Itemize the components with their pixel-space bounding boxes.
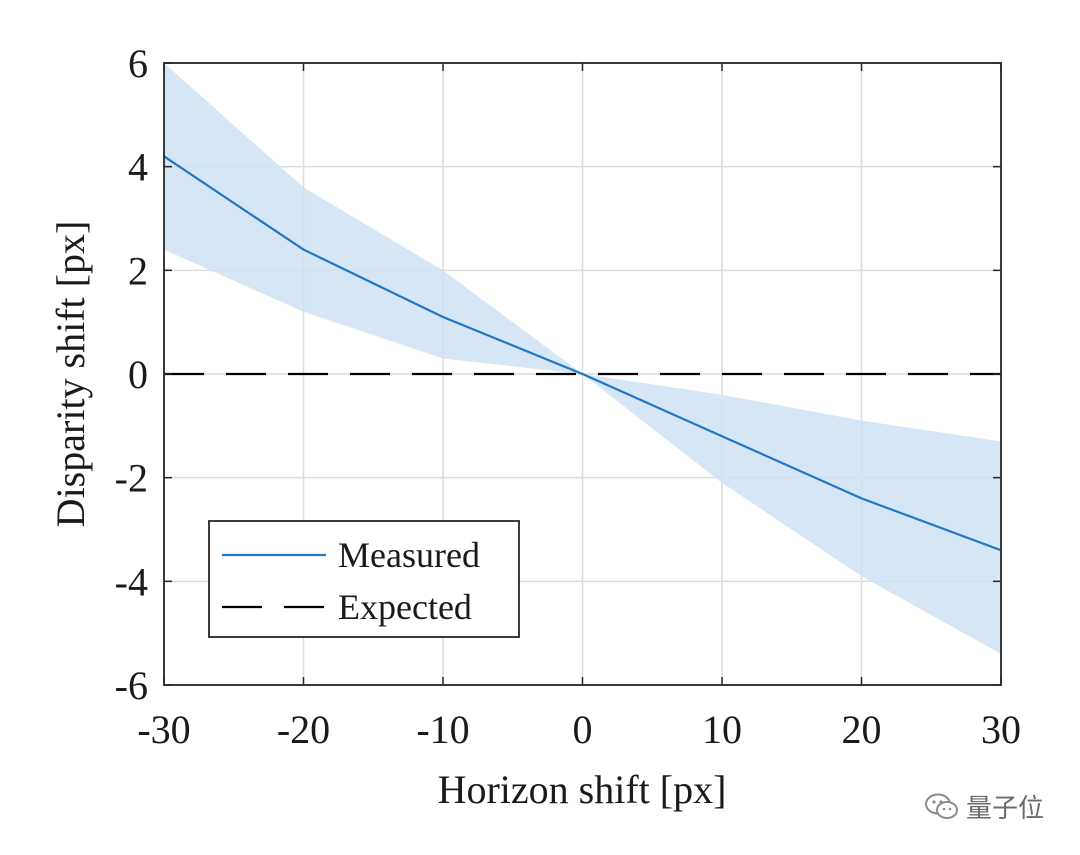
ticks xyxy=(163,62,1002,686)
x-tick-label: -10 xyxy=(416,707,469,752)
measured-confidence-band xyxy=(164,63,1001,654)
y-tick-label: -4 xyxy=(115,559,148,604)
x-tick-label: 30 xyxy=(981,707,1021,752)
x-axis-label: Horizon shift [px] xyxy=(438,767,727,812)
y-tick-label: 4 xyxy=(128,145,148,190)
y-tick-label: 0 xyxy=(128,352,148,397)
legend: Measured Expected xyxy=(208,520,520,638)
x-tick-label: -20 xyxy=(277,707,330,752)
y-tick-label: -2 xyxy=(115,456,148,501)
wechat-icon xyxy=(924,793,958,819)
y-tick-labels: -6 -4 -2 0 2 4 6 xyxy=(115,41,148,708)
y-tick-label: 6 xyxy=(128,41,148,86)
x-tick-label: 0 xyxy=(573,707,593,752)
watermark: 量子位 xyxy=(924,788,1044,825)
x-tick-labels: -30 -20 -10 0 10 20 30 xyxy=(137,707,1021,752)
x-tick-label: 10 xyxy=(702,707,742,752)
series-group xyxy=(163,155,1002,552)
x-tick-label: 20 xyxy=(842,707,882,752)
y-axis-label: Disparity shift [px] xyxy=(48,221,93,528)
legend-box xyxy=(208,520,520,638)
legend-label-expected: Expected xyxy=(338,587,472,627)
x-tick-label: -30 xyxy=(137,707,190,752)
y-tick-label: 2 xyxy=(128,248,148,293)
series-line-measured xyxy=(163,155,1002,552)
legend-label-measured: Measured xyxy=(338,535,480,575)
y-tick-label: -6 xyxy=(115,663,148,708)
watermark-text: 量子位 xyxy=(965,794,1044,824)
